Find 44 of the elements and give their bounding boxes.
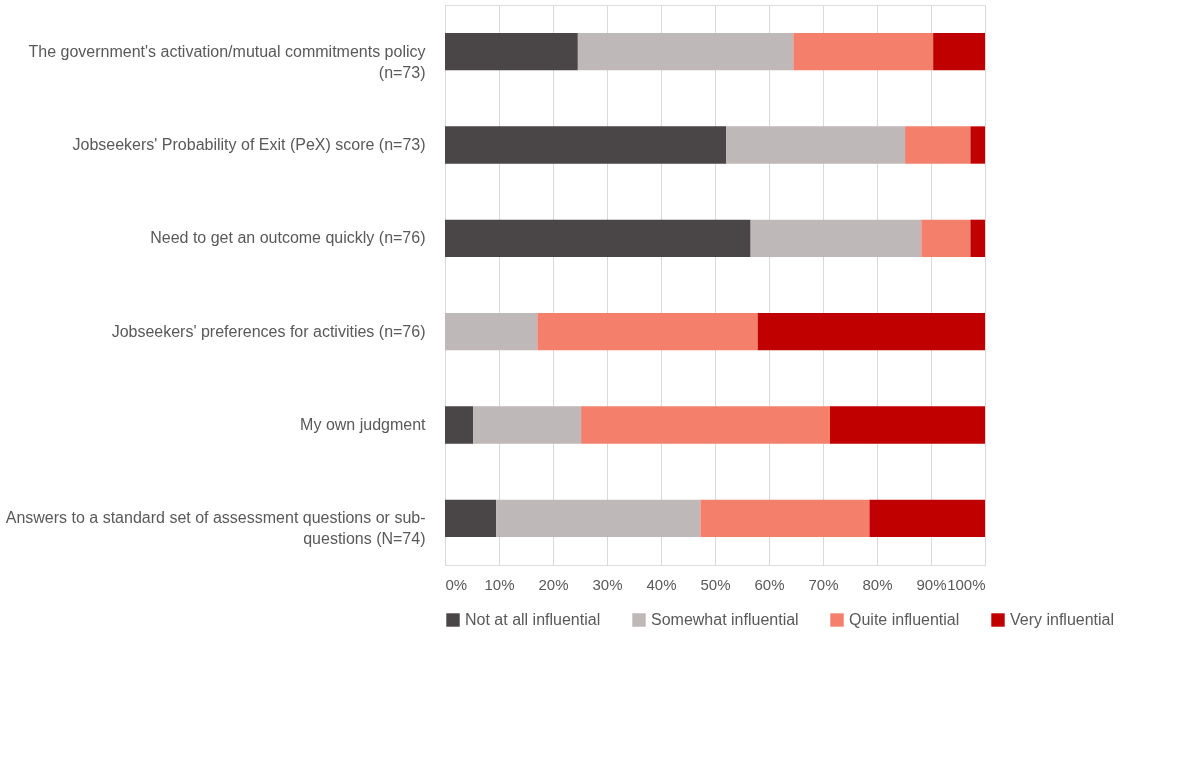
x-tick-label: 80% [862, 575, 893, 593]
bar [750, 219, 922, 257]
bar [577, 33, 794, 71]
y-tick-label: Jobseekers' Probability of Exit (PeX) score (n=73) [72, 136, 426, 153]
x-tick-label: 0% [445, 575, 468, 593]
bar [921, 219, 971, 257]
bar [830, 406, 985, 444]
bar [970, 219, 985, 257]
bar [793, 33, 934, 71]
x-tick-label: 100% [947, 575, 986, 593]
y-tick-label: Need to get an outcome quickly (n=76) [150, 229, 426, 247]
y-tick-label: The government's activation/mutual commitments policy (n=73) [28, 42, 426, 81]
x-tick-label: 50% [700, 575, 731, 593]
x-tick-label: 40% [646, 575, 677, 593]
bar [445, 313, 538, 351]
x-tick-label: 20% [538, 575, 569, 593]
bar [445, 126, 727, 164]
bar [496, 499, 701, 537]
x-tick-label: 60% [754, 575, 785, 593]
bar [970, 126, 985, 164]
legend-label: Very influential [1010, 611, 1115, 628]
bar [445, 499, 497, 537]
bar [757, 313, 985, 351]
legend-label: Somewhat influential [651, 611, 799, 628]
bar [726, 126, 906, 164]
x-tick-label: 90% [916, 575, 947, 593]
legend-label: Not at all influential [465, 611, 601, 628]
bar [700, 499, 870, 537]
bar [445, 406, 474, 444]
x-tick-label: 70% [808, 575, 839, 593]
bar [445, 219, 751, 257]
bar [537, 313, 758, 351]
bar [445, 33, 578, 71]
bar [933, 33, 985, 71]
bar [473, 406, 582, 444]
legend-label: Quite influential [849, 611, 960, 628]
bar [581, 406, 831, 444]
bar [905, 126, 971, 164]
y-tick-label: My own judgment [300, 416, 427, 433]
bar [869, 499, 985, 537]
y-tick-label: Answers to a standard set of assessment questions or sub-questions (N=74) [5, 509, 426, 548]
x-tick-label: 10% [484, 575, 515, 593]
y-tick-label: Jobseekers' preferences for activities (n=76) [111, 322, 426, 340]
x-tick-label: 30% [592, 575, 623, 593]
